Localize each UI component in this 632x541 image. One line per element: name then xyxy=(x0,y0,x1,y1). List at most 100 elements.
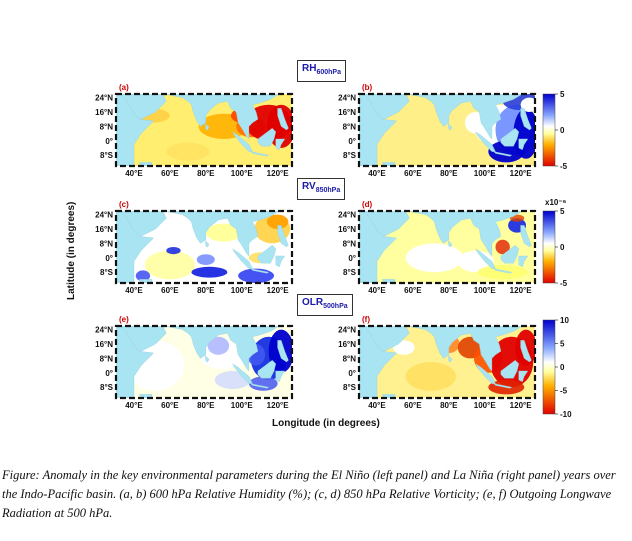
x-axis-label: Longitude (in degrees) xyxy=(272,418,380,429)
row-header-rv: RV850hPa xyxy=(297,178,346,200)
lon-tick-label: 60°E xyxy=(161,286,179,295)
landmass xyxy=(162,211,280,257)
anomaly-blob xyxy=(191,266,228,278)
landmass xyxy=(250,383,270,389)
lon-tick-label: 80°E xyxy=(197,401,215,410)
landmass xyxy=(205,240,210,248)
lat-tick-label: 0° xyxy=(105,369,113,378)
landmass xyxy=(500,127,520,147)
lon-tick-label: 60°E xyxy=(161,401,179,410)
lat-tick-label: 8°N xyxy=(100,122,114,131)
lon-tick-label: 100°E xyxy=(474,401,497,410)
landmass xyxy=(448,355,453,363)
panel-label: (a) xyxy=(119,83,129,92)
landmass xyxy=(275,255,286,268)
colorbar-gradient xyxy=(542,319,556,415)
colorbar-tick-label: -5 xyxy=(560,387,568,396)
anomaly-blob xyxy=(248,376,278,391)
lon-tick-label: 40°E xyxy=(125,286,143,295)
lon-tick-label: 100°E xyxy=(231,169,254,178)
colorbar-gradient xyxy=(542,93,556,167)
lat-tick-label: 8°N xyxy=(343,122,357,131)
anomaly-blob xyxy=(144,250,196,280)
landmass xyxy=(116,211,155,283)
landmass xyxy=(257,244,277,264)
lat-tick-label: 16°N xyxy=(95,340,113,349)
map-panel-f: (f) 24°N 16°N 8°N 0° 8°S 40°E 60°E 80°E 100°E 120°… xyxy=(338,315,537,410)
anomaly-blob xyxy=(488,140,525,163)
row-header-rv-main: RV xyxy=(302,181,316,192)
map-panel-d: (d) 24°N 16°N 8°N 0° 8°S 40°E 60°E 80°E 100°E 120°… xyxy=(338,200,537,295)
panel-label: (d) xyxy=(362,200,373,209)
lat-tick-label: 8°N xyxy=(100,354,114,363)
map-panel-c: (c) 24°N 16°N 8°N 0° 8°S 40°E 60°E 80°E 100°E 120°… xyxy=(95,200,294,295)
lon-tick-label: 100°E xyxy=(474,286,497,295)
map-panels: (a) 24°N 16°N 8°N 0° 8°S 40°E 60°E 80°E 100°E 120°… xyxy=(95,83,572,419)
landmass xyxy=(275,370,286,383)
colorbar-tick-label: 5 xyxy=(560,340,565,349)
lat-tick-label: 24°N xyxy=(95,211,113,220)
landmass xyxy=(277,108,289,131)
colorbar-tick-label: 0 xyxy=(560,243,565,252)
landmass xyxy=(518,255,529,268)
lon-tick-label: 120°E xyxy=(267,401,290,410)
lon-tick-label: 120°E xyxy=(510,401,533,410)
landmass xyxy=(518,138,529,151)
landmass xyxy=(205,123,210,131)
lat-tick-label: 0° xyxy=(348,369,356,378)
landmass xyxy=(405,94,523,140)
anomaly-blob xyxy=(135,270,151,282)
landmass xyxy=(275,138,286,151)
colorbar-tick-label: 5 xyxy=(560,90,565,99)
panel-label: (b) xyxy=(362,83,373,92)
landmass xyxy=(162,326,280,372)
anomaly-blob xyxy=(405,243,464,273)
anomaly-blob xyxy=(166,247,181,255)
landmass xyxy=(500,244,520,264)
lon-tick-label: 60°E xyxy=(404,286,422,295)
landmass xyxy=(277,225,289,248)
lat-tick-label: 16°N xyxy=(338,340,356,349)
lat-tick-label: 0° xyxy=(348,254,356,263)
colorbar-rh: 5 0 -5 xyxy=(542,90,568,171)
landmass xyxy=(116,94,155,166)
lat-tick-label: 16°N xyxy=(338,225,356,234)
lat-tick-label: 8°N xyxy=(343,354,357,363)
landmass xyxy=(518,370,529,383)
colorbar-tick-label: 0 xyxy=(560,126,565,135)
lon-tick-label: 120°E xyxy=(267,286,290,295)
lat-tick-label: 8°S xyxy=(343,151,357,160)
lat-tick-label: 16°N xyxy=(338,108,356,117)
colorbar-tick-label: 10 xyxy=(560,316,569,325)
row-header-rh-sub: 600hPa xyxy=(316,69,341,76)
colorbar-rv: 5 0 -5 x10⁻⁶ xyxy=(542,198,568,288)
lon-tick-label: 120°E xyxy=(267,169,290,178)
landmass xyxy=(520,340,532,363)
landmass xyxy=(116,326,155,398)
colorbar-olr: 10 5 0 -5 -10 xyxy=(542,316,572,419)
landmass xyxy=(493,383,513,389)
lon-tick-label: 100°E xyxy=(231,286,254,295)
lon-tick-label: 60°E xyxy=(161,169,179,178)
colorbar-tick-label: 0 xyxy=(560,363,565,372)
landmass xyxy=(359,94,398,166)
map-panel-b: (b) 24°N 16°N 8°N 0° 8°S 40°E 60°E 80°E 100°E 120°… xyxy=(338,83,537,178)
map-panel-e: (e) 24°N 16°N 8°N 0° 8°S 40°E 60°E 80°E 100°E 120°… xyxy=(95,315,294,410)
colorbar-gradient xyxy=(542,210,556,284)
panel-label: (f) xyxy=(362,315,370,324)
colorbar-tick-label: 5 xyxy=(560,207,565,216)
anomaly-blob xyxy=(207,336,230,355)
colorbar-tick-label: -5 xyxy=(560,279,568,288)
lat-tick-label: 8°S xyxy=(100,383,114,392)
lat-tick-label: 24°N xyxy=(338,211,356,220)
lat-tick-label: 16°N xyxy=(95,225,113,234)
lat-tick-label: 8°S xyxy=(343,268,357,277)
map-frame xyxy=(114,92,294,168)
lat-tick-label: 24°N xyxy=(338,326,356,335)
panel-label: (e) xyxy=(119,315,129,324)
row-header-olr-main: OLR xyxy=(302,297,324,308)
anomaly-blob xyxy=(495,239,510,255)
landmass xyxy=(448,123,453,131)
anomaly-blob xyxy=(196,254,215,265)
colorbar-tick-label: -5 xyxy=(560,162,568,171)
